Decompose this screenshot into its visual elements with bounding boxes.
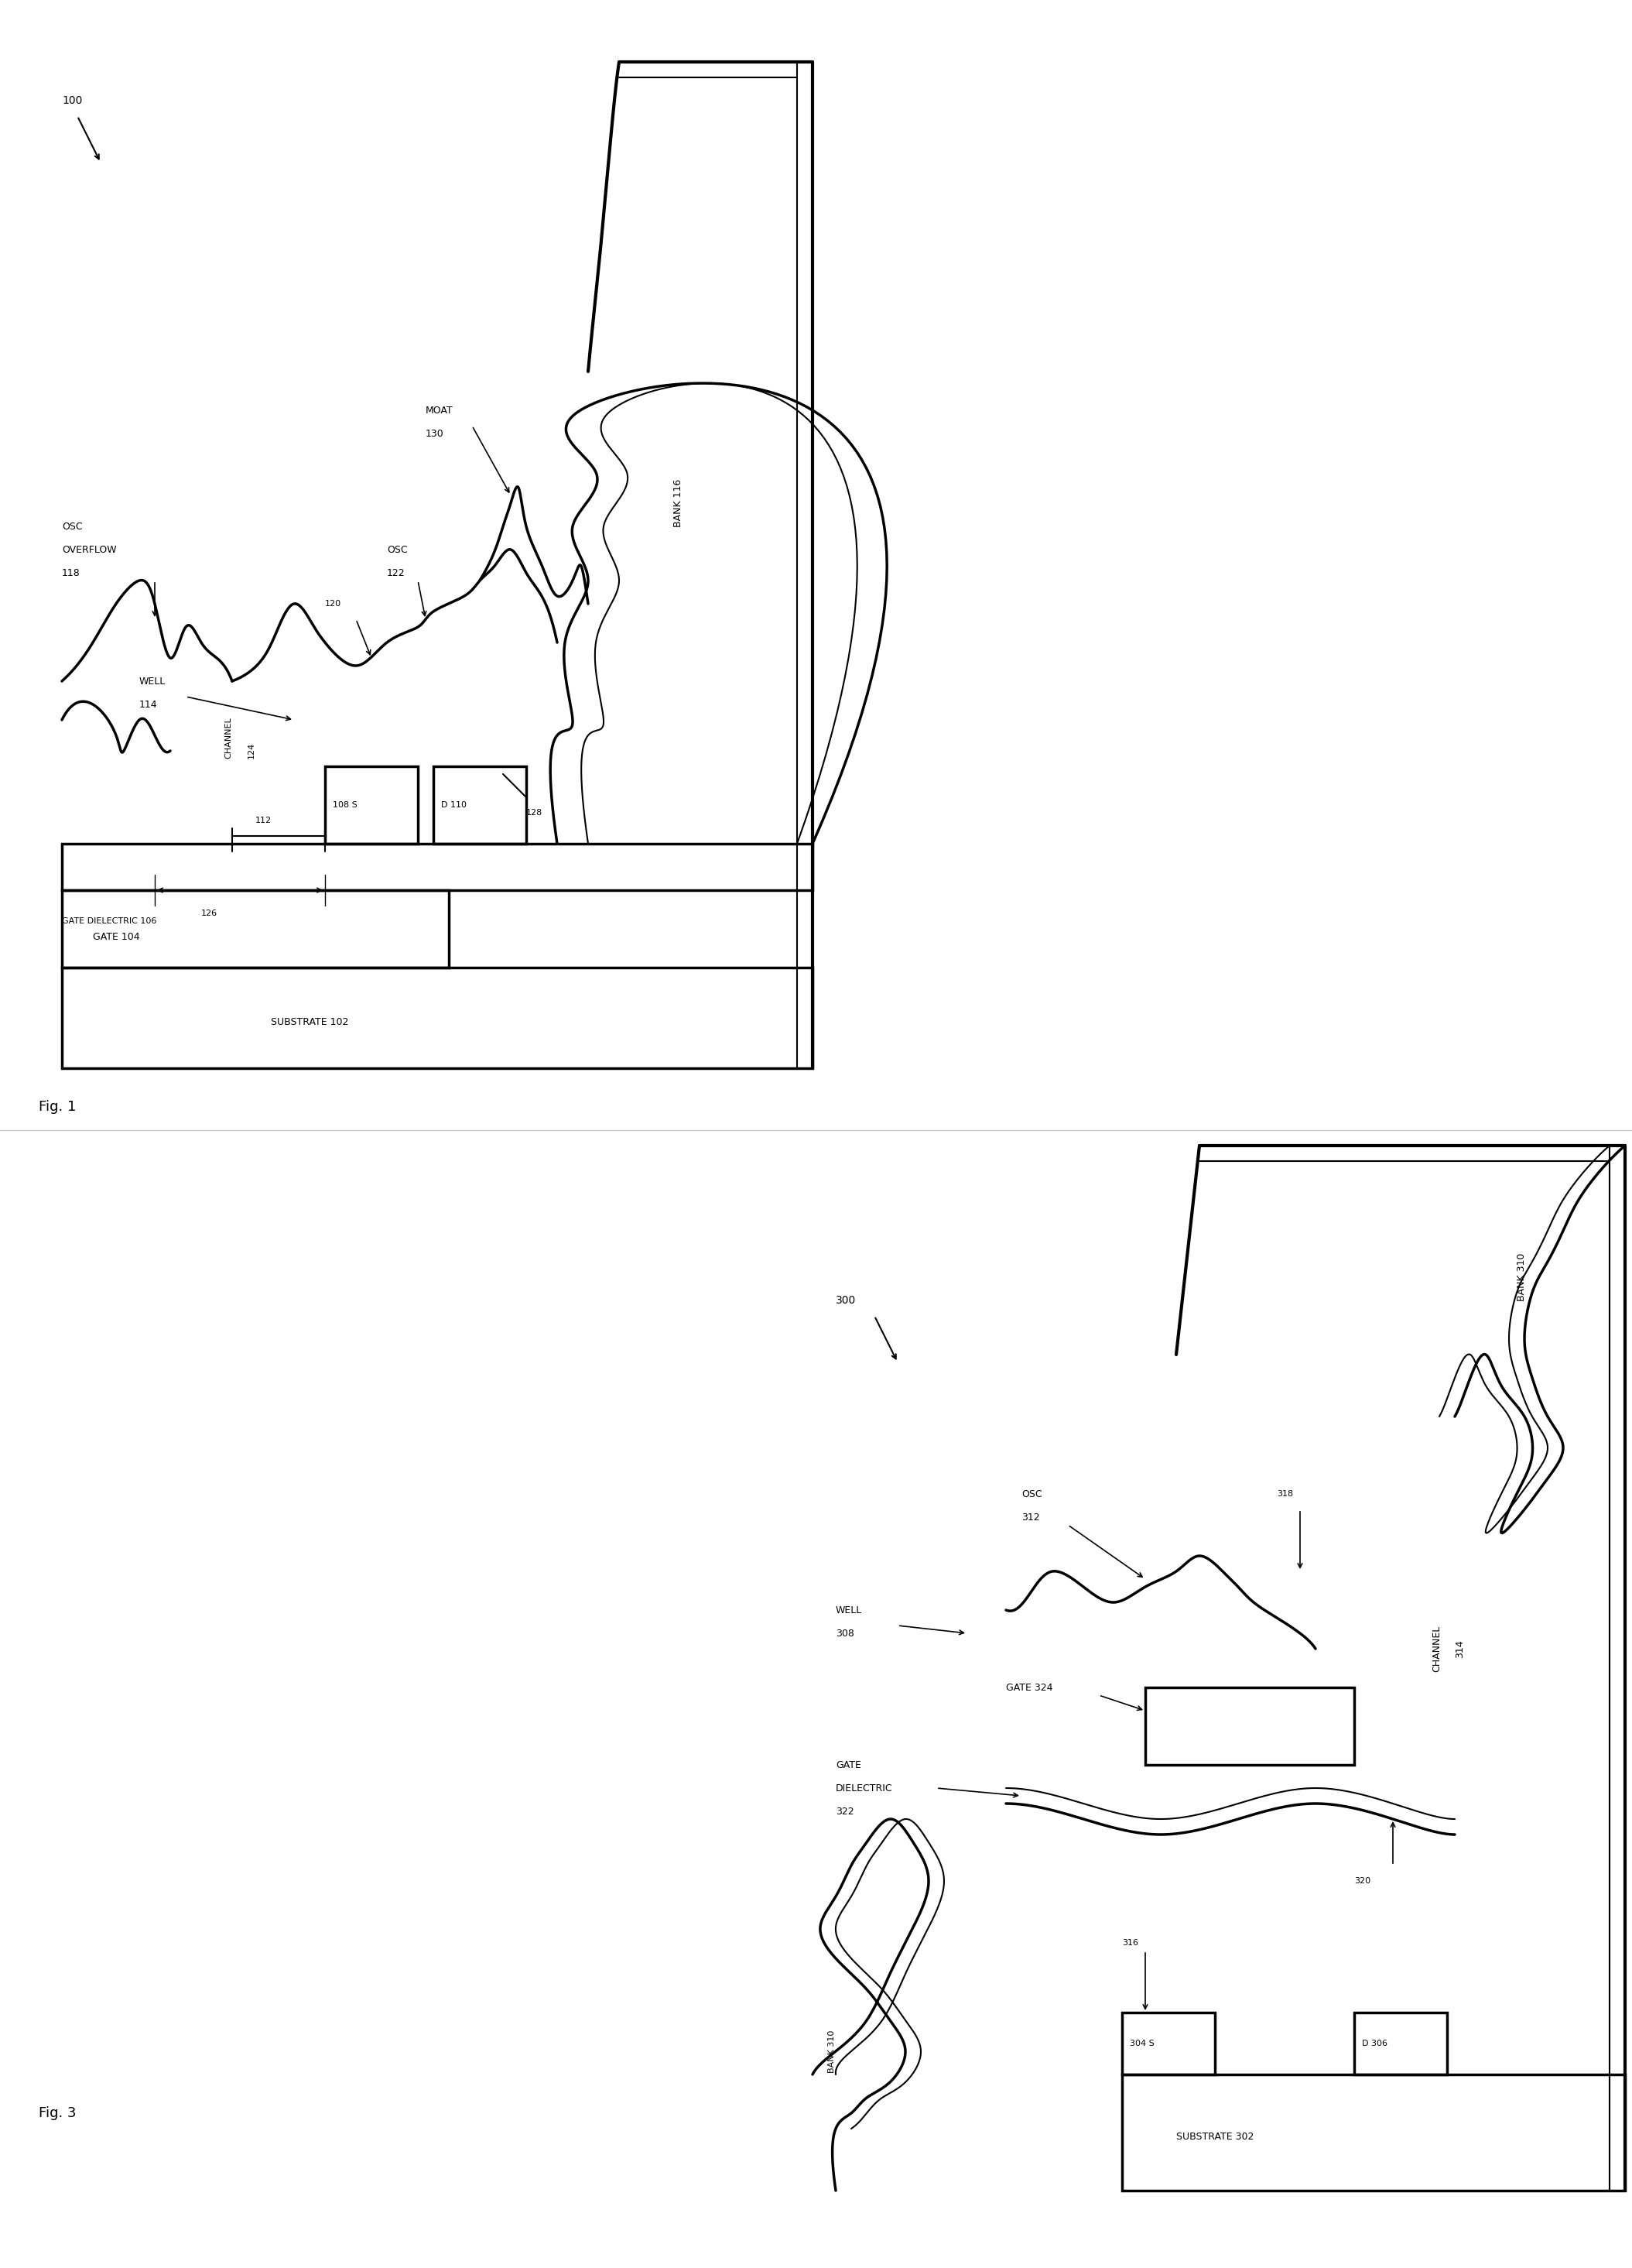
Text: 312: 312 — [1022, 1513, 1040, 1522]
Text: BANK 116: BANK 116 — [674, 479, 684, 526]
Text: 318: 318 — [1276, 1490, 1293, 1497]
Text: SUBSTRATE 302: SUBSTRATE 302 — [1177, 2132, 1253, 2141]
Bar — [62, 889, 449, 968]
Text: 320: 320 — [1355, 1878, 1371, 1885]
Text: Fig. 1: Fig. 1 — [39, 1100, 77, 1114]
Bar — [62, 968, 813, 1068]
Text: OSC: OSC — [1022, 1488, 1043, 1499]
Text: 122: 122 — [387, 567, 405, 578]
Text: D 110: D 110 — [441, 801, 467, 810]
Text: GATE 324: GATE 324 — [1005, 1683, 1053, 1692]
Text: 118: 118 — [62, 567, 80, 578]
Bar — [434, 767, 526, 844]
Bar — [1146, 1687, 1355, 1765]
Text: DIELECTRIC: DIELECTRIC — [836, 1783, 893, 1794]
Bar — [325, 767, 418, 844]
Text: 126: 126 — [201, 909, 217, 916]
Text: 100: 100 — [62, 95, 82, 107]
Text: WELL: WELL — [139, 676, 166, 687]
Text: 308: 308 — [836, 1628, 854, 1637]
Bar — [1123, 2075, 1625, 2191]
Text: 314: 314 — [1454, 1640, 1466, 1658]
Text: 112: 112 — [255, 816, 271, 823]
Text: 128: 128 — [526, 810, 543, 816]
Bar — [1355, 2012, 1448, 2075]
Text: D 306: D 306 — [1363, 2039, 1387, 2048]
Text: 120: 120 — [325, 601, 341, 608]
Text: CHANNEL: CHANNEL — [225, 717, 232, 758]
Text: BANK 310: BANK 310 — [827, 2030, 836, 2073]
Text: OSC: OSC — [62, 522, 83, 531]
Text: BANK 310: BANK 310 — [1516, 1252, 1528, 1302]
Text: Fig. 3: Fig. 3 — [39, 2107, 77, 2121]
Text: 304 S: 304 S — [1129, 2039, 1154, 2048]
Text: 322: 322 — [836, 1805, 854, 1817]
Bar — [62, 844, 813, 889]
Text: 114: 114 — [139, 699, 158, 710]
Text: OSC: OSC — [387, 544, 408, 556]
Text: GATE 104: GATE 104 — [93, 932, 140, 941]
Text: 108 S: 108 S — [333, 801, 357, 810]
Text: WELL: WELL — [836, 1606, 862, 1615]
Text: OVERFLOW: OVERFLOW — [62, 544, 116, 556]
Text: 130: 130 — [426, 429, 444, 438]
Text: 316: 316 — [1123, 1939, 1138, 1946]
Bar — [1123, 2012, 1214, 2075]
Text: CHANNEL: CHANNEL — [1431, 1626, 1441, 1672]
Text: SUBSTRATE 102: SUBSTRATE 102 — [271, 1016, 349, 1027]
Text: GATE DIELECTRIC 106: GATE DIELECTRIC 106 — [62, 916, 157, 925]
Text: MOAT: MOAT — [426, 406, 454, 415]
Text: 300: 300 — [836, 1295, 857, 1306]
Text: 124: 124 — [248, 742, 255, 758]
Text: GATE: GATE — [836, 1760, 862, 1769]
